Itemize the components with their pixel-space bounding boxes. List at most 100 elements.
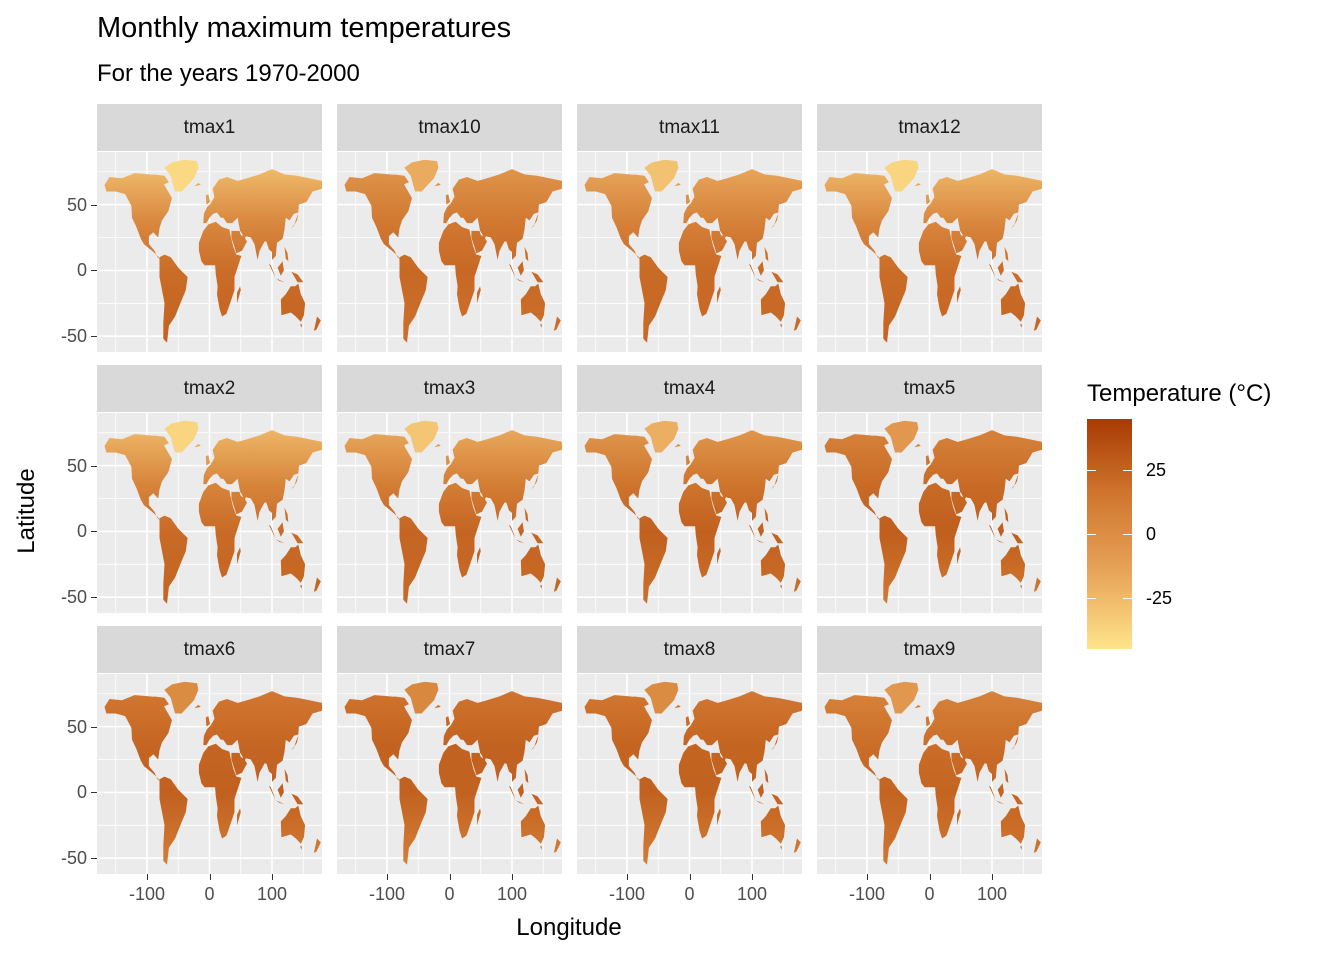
land-europeAsia — [683, 169, 802, 260]
land-philippines — [284, 768, 289, 784]
land-northAmerica — [344, 434, 412, 521]
facet-strip-label: tmax8 — [577, 626, 802, 673]
land-southAmerica — [879, 776, 908, 865]
land-australia — [520, 544, 546, 583]
land-africa — [678, 221, 722, 317]
x-tick-mark — [627, 874, 628, 880]
land-borneo — [517, 261, 524, 276]
land-arabia — [471, 752, 487, 776]
land-southAmerica — [879, 515, 908, 604]
land-indonesia — [995, 539, 1005, 544]
x-tick-mark — [689, 874, 691, 880]
facet-panel: tmax3 — [337, 365, 562, 613]
legend-title: Temperature (°C) — [1087, 380, 1272, 407]
land-arabia — [471, 491, 487, 515]
land-borneo — [757, 522, 764, 537]
land-australia — [760, 544, 786, 583]
facet-panel: tmax4 — [577, 365, 802, 613]
land-uk — [925, 716, 931, 727]
land-newguinea — [291, 532, 304, 544]
land-africa — [198, 482, 242, 578]
land-newguinea — [1011, 271, 1024, 283]
land-sumatra — [748, 263, 756, 277]
land-europeAsia — [443, 691, 562, 782]
land-africa — [198, 743, 242, 839]
land-madagascar — [477, 547, 481, 565]
land-africa — [918, 221, 962, 317]
land-southAmerica — [399, 776, 428, 865]
land-tasmania — [540, 585, 542, 589]
land-indonesia — [515, 539, 525, 544]
facet-strip-label: tmax5 — [817, 365, 1042, 412]
land-europeAsia — [923, 169, 1042, 260]
land-tasmania — [780, 585, 782, 589]
legend-tick-mark — [1123, 534, 1132, 535]
land-tasmania — [540, 846, 542, 850]
facet-strip-label: tmax9 — [817, 626, 1042, 673]
facet-strip-label: tmax1 — [97, 104, 322, 151]
facet-panel: tmax10 — [337, 104, 562, 352]
y-tick-label: -50 — [60, 587, 87, 608]
facet-strip-label: tmax7 — [337, 626, 562, 673]
land-tasmania — [300, 846, 302, 850]
land-indonesia — [515, 800, 525, 805]
land-europeAsia — [443, 430, 562, 521]
land-philippines — [284, 246, 289, 262]
land-baffin — [153, 435, 169, 448]
land-northAmerica — [104, 173, 172, 260]
y-tick-label: -50 — [60, 848, 87, 869]
facet-panel: tmax8 — [577, 626, 802, 874]
y-tick-mark — [91, 531, 97, 533]
land-southAmerica — [639, 515, 668, 604]
land-greenland-ice — [644, 681, 679, 714]
land-nz — [553, 316, 561, 331]
land-nz — [313, 838, 321, 853]
land-baffin — [153, 696, 169, 709]
land-uk — [925, 455, 931, 466]
land-philippines — [1004, 768, 1009, 784]
land-newguinea — [771, 793, 784, 805]
land-europeAsia — [683, 430, 802, 521]
land-baffin — [153, 174, 169, 187]
land-baffin — [393, 696, 409, 709]
land-greenland-ice — [164, 420, 199, 453]
x-tick-mark — [147, 874, 148, 880]
y-tick-mark — [91, 597, 97, 599]
facet-plot-area — [817, 152, 1042, 352]
land-iceland — [674, 443, 681, 448]
land-europeAsia — [923, 430, 1042, 521]
land-africa — [918, 743, 962, 839]
facet-plot-area — [337, 674, 562, 874]
x-tick-label: 0 — [684, 884, 695, 904]
facet-panel: tmax1 — [97, 104, 322, 352]
land-europeAsia — [923, 691, 1042, 782]
land-iceland — [434, 182, 441, 187]
land-indonesia — [755, 800, 765, 805]
land-northAmerica — [584, 434, 652, 521]
land-greenland-ice — [644, 420, 679, 453]
land-madagascar — [237, 286, 241, 304]
y-tick-mark — [91, 465, 97, 467]
land-greenland-ice — [884, 681, 919, 714]
x-tick-mark — [752, 874, 753, 880]
land-newguinea — [1011, 532, 1024, 544]
y-tick-label: 50 — [66, 455, 87, 476]
facet-plot-area — [577, 674, 802, 874]
land-iceland — [194, 443, 201, 448]
facet-plot-area — [817, 413, 1042, 613]
x-tick-mark — [512, 874, 513, 880]
land-baffin — [393, 435, 409, 448]
facet-strip-label: tmax2 — [97, 365, 322, 412]
land-philippines — [284, 507, 289, 523]
land-indonesia — [755, 278, 765, 283]
land-nz — [1033, 577, 1041, 592]
land-arabia — [711, 752, 727, 776]
land-australia — [1000, 283, 1026, 322]
facet-plot-area — [97, 413, 322, 613]
land-iceland — [194, 704, 201, 709]
land-philippines — [1004, 246, 1009, 262]
y-tick-mark — [91, 792, 97, 794]
land-africa — [438, 482, 482, 578]
land-arabia — [951, 491, 967, 515]
land-australia — [760, 283, 786, 322]
